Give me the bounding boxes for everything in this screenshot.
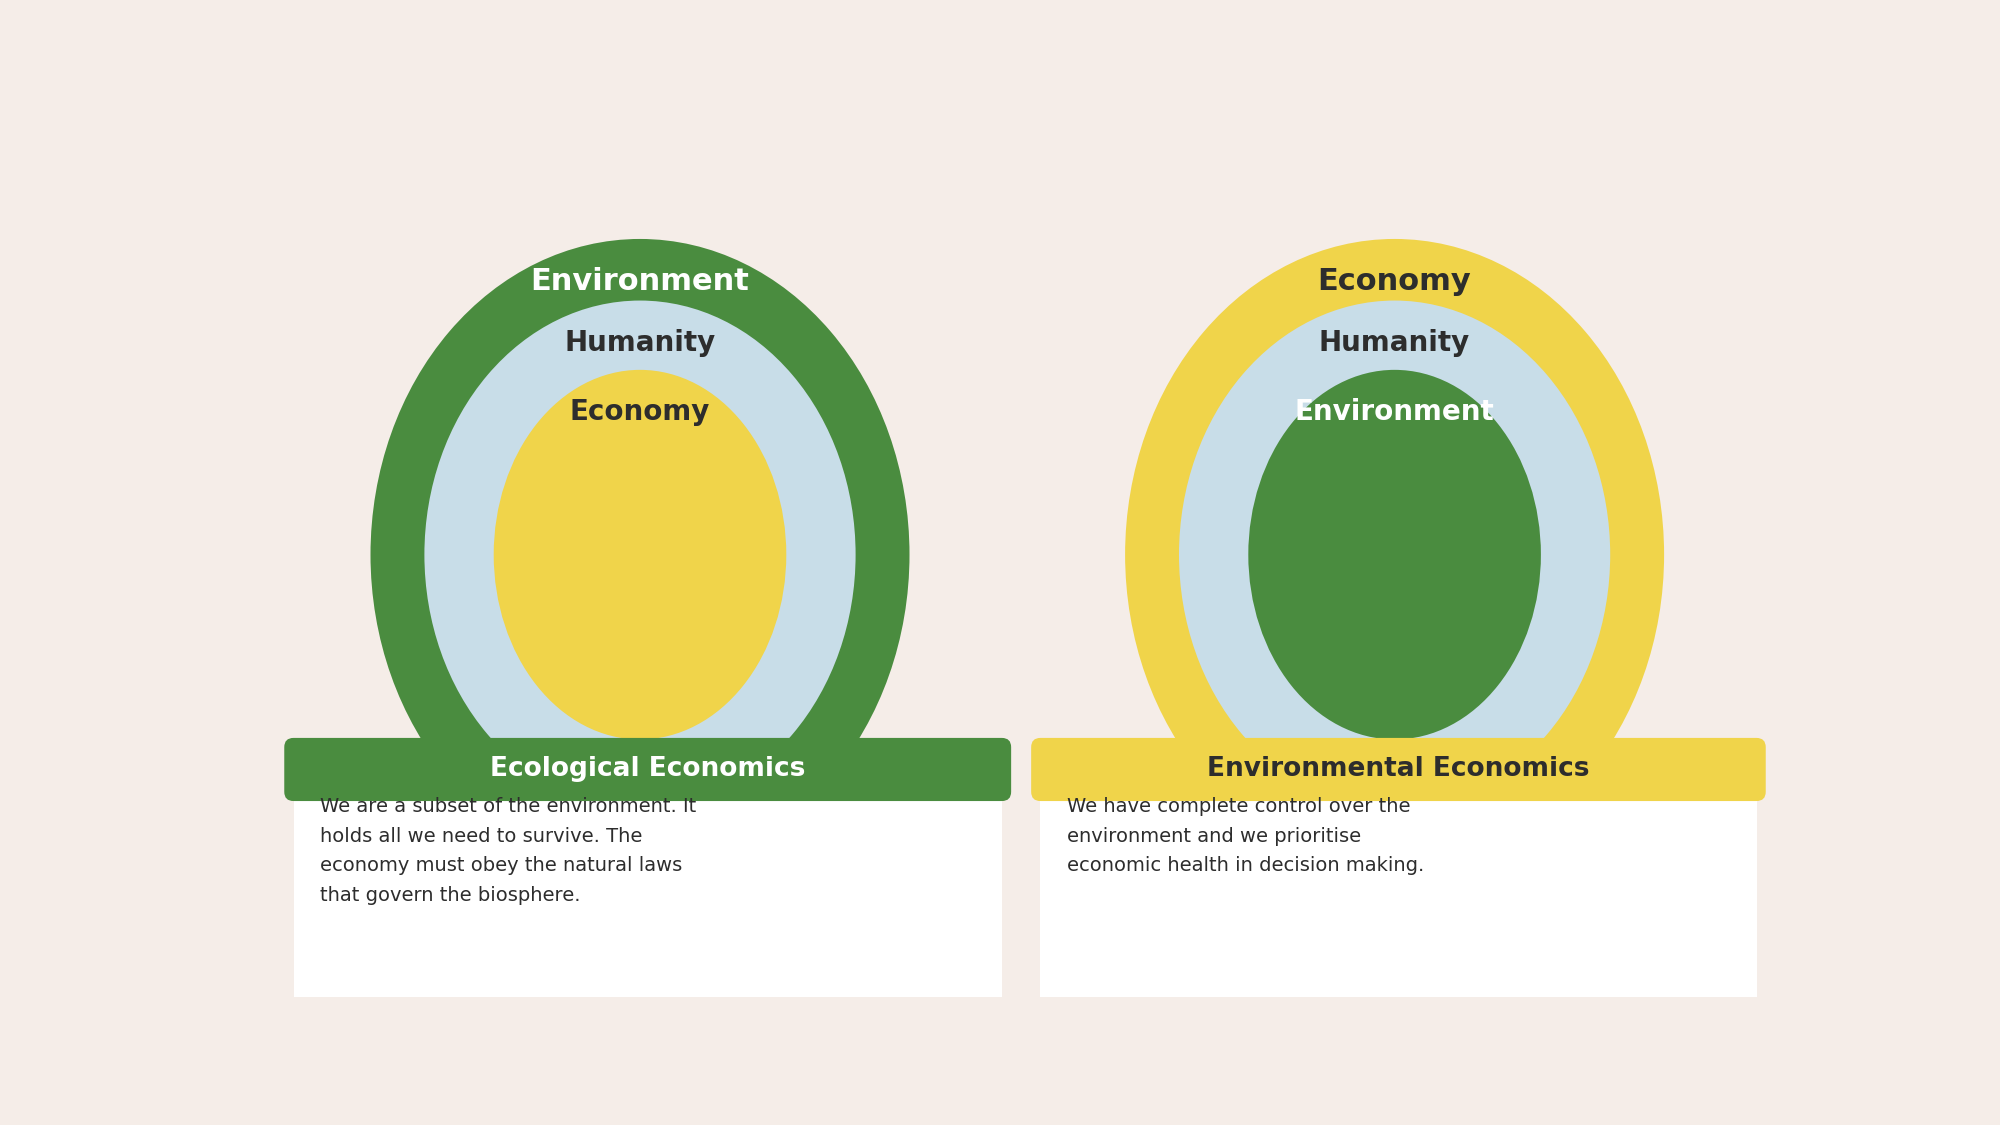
Text: Ecological Economics: Ecological Economics [490,756,806,783]
Ellipse shape [1248,370,1540,739]
FancyBboxPatch shape [1040,766,1756,998]
FancyBboxPatch shape [294,766,1002,998]
Ellipse shape [370,238,910,871]
Text: Environmental Economics: Environmental Economics [1208,756,1590,783]
FancyBboxPatch shape [284,738,1012,801]
Ellipse shape [424,300,856,809]
Text: Environment: Environment [530,267,750,296]
Text: Economy: Economy [1318,267,1472,296]
Text: Economy: Economy [570,398,710,426]
FancyBboxPatch shape [1032,738,1766,801]
Ellipse shape [494,370,786,739]
Ellipse shape [1180,300,1610,809]
Text: We are a subset of the environment. It
holds all we need to survive. The
economy: We are a subset of the environment. It h… [320,798,696,905]
Text: Humanity: Humanity [1318,328,1470,357]
Text: Humanity: Humanity [564,328,716,357]
Text: We have complete control over the
environment and we prioritise
economic health : We have complete control over the enviro… [1068,798,1424,875]
Text: Environment: Environment [1294,398,1494,426]
Ellipse shape [1126,238,1664,871]
